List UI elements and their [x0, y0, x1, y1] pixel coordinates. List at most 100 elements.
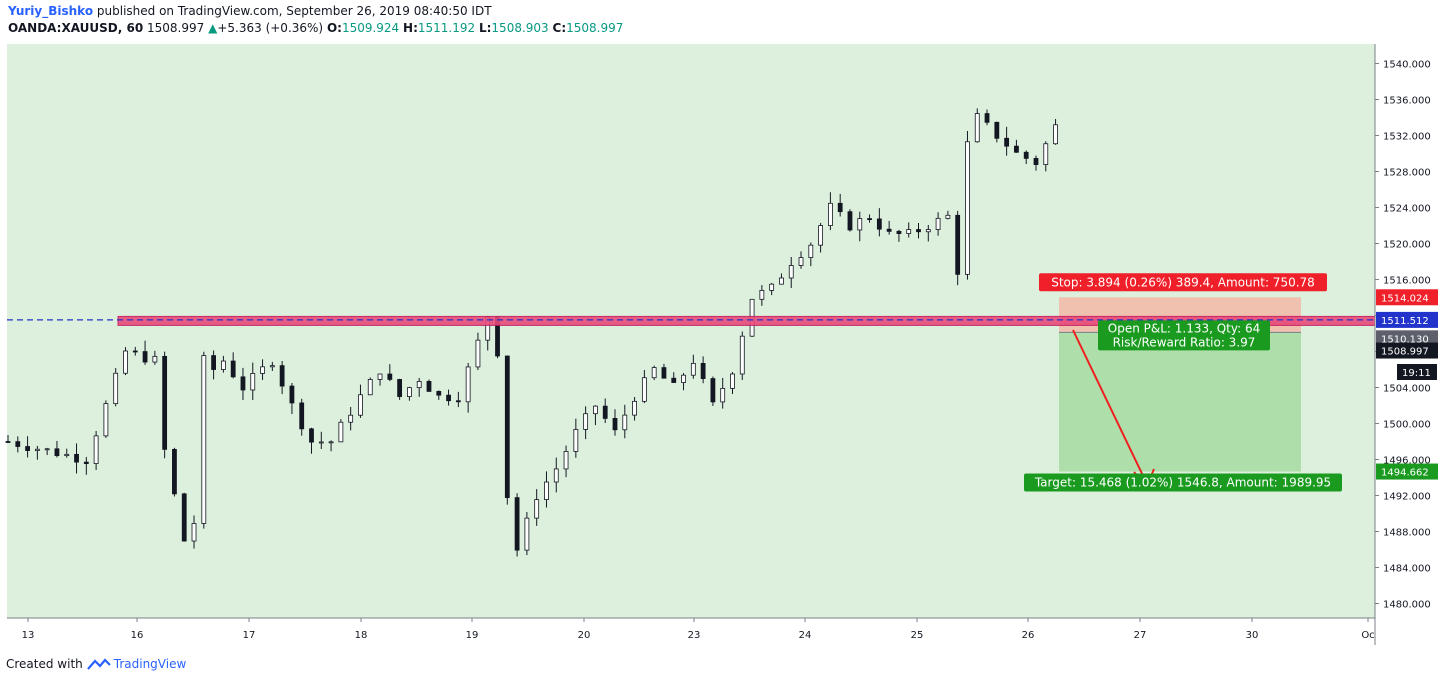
- candle-body: [896, 230, 902, 234]
- tradingview-link[interactable]: TradingView: [113, 657, 187, 671]
- candle-body: [348, 414, 354, 423]
- candle-body: [730, 373, 735, 389]
- x-tick-label: 27: [1134, 630, 1147, 641]
- candle-body: [867, 218, 872, 220]
- candle-body: [103, 403, 109, 437]
- current-price-label: 1508.997: [1381, 347, 1429, 358]
- candle-body: [818, 225, 824, 246]
- x-tick-label: 26: [1022, 630, 1035, 641]
- x-tick-label: 25: [911, 630, 924, 641]
- candle-body: [632, 400, 637, 416]
- candle-body: [534, 499, 540, 519]
- target-label-box: [1024, 473, 1342, 492]
- stop-label-text: Stop: 3.894 (0.26%) 389.4, Amount: 750.7…: [1051, 275, 1315, 289]
- trade-arrow: [1072, 329, 1148, 485]
- y-tick-label: 1540.000: [1383, 60, 1431, 71]
- candle-body: [769, 283, 775, 291]
- current-price-label-bg: [1376, 342, 1438, 359]
- symbol-name: OANDA:XAUUSD, 60: [8, 21, 144, 35]
- target-label-text: Target: 15.468 (1.02%) 1546.8, Amount: 1…: [1034, 476, 1331, 490]
- candle-body: [64, 453, 70, 457]
- candle-body: [925, 229, 931, 233]
- candle-body: [651, 367, 657, 379]
- x-tick-label: 19: [466, 630, 479, 641]
- candle-body: [455, 400, 461, 403]
- candle-body: [720, 387, 726, 403]
- candle-body: [475, 339, 481, 368]
- y-tick-label: 1488.000: [1383, 528, 1431, 539]
- candle-body: [299, 402, 305, 430]
- candle-body: [201, 355, 207, 524]
- candle-body: [965, 141, 970, 275]
- y-tick-label: 1532.000: [1383, 132, 1431, 143]
- candle-body: [583, 413, 589, 430]
- candle-body: [974, 113, 980, 143]
- candle-body: [1033, 158, 1039, 165]
- candle-body: [358, 394, 363, 416]
- candle-body: [25, 446, 30, 451]
- close-label: C:: [552, 21, 567, 35]
- target-price-label: 1494.662: [1381, 468, 1429, 479]
- candle-body: [260, 366, 265, 374]
- rr-text: Risk/Reward Ratio: 3.97: [1113, 335, 1256, 349]
- y-tick-label: 1520.000: [1383, 240, 1431, 251]
- candle-body: [269, 365, 275, 368]
- candle-body: [387, 373, 393, 380]
- candle-body: [74, 453, 79, 463]
- candle-body: [34, 448, 40, 451]
- candle-body: [779, 277, 784, 285]
- candle-body: [230, 360, 236, 378]
- candle-body: [602, 405, 608, 419]
- candles-group: [5, 108, 1058, 557]
- candle-body: [690, 362, 696, 376]
- candle-body: [514, 497, 520, 551]
- candle-body: [436, 391, 442, 396]
- publish-text: published on TradingView.com, September …: [96, 4, 492, 18]
- candle-body: [338, 421, 344, 443]
- candle-body: [123, 350, 128, 374]
- candle-body: [309, 428, 314, 443]
- low-label: L:: [478, 21, 492, 35]
- candle-body: [945, 214, 951, 219]
- candle-body: [162, 355, 168, 450]
- candle-body: [250, 373, 256, 391]
- target-price-label-bg: [1376, 463, 1438, 480]
- candle-body: [181, 493, 187, 542]
- candle-body: [876, 218, 882, 230]
- candle-body: [142, 351, 148, 363]
- candle-body: [240, 376, 246, 391]
- stop-label-box: [1039, 273, 1327, 292]
- level-price-label: 1511.512: [1381, 316, 1429, 327]
- candle-body: [573, 428, 579, 452]
- x-tick-label: Oc: [1361, 630, 1374, 641]
- y-tick-label: 1524.000: [1383, 204, 1431, 215]
- candle-body: [5, 441, 11, 443]
- candle-body: [700, 362, 706, 379]
- candle-body: [798, 257, 804, 266]
- candle-body: [984, 113, 990, 123]
- candle-body: [661, 367, 667, 379]
- candle-body: [553, 468, 559, 483]
- candle-body: [827, 202, 833, 226]
- candle-body: [739, 335, 745, 375]
- y-tick-label: 1516.000: [1383, 276, 1431, 287]
- candle-body: [671, 377, 677, 383]
- candle-body: [54, 448, 60, 457]
- y-tick-label: 1480.000: [1383, 600, 1431, 611]
- level-price-label-bg: [1376, 311, 1438, 328]
- candle-body: [397, 379, 403, 397]
- candle-body: [544, 481, 549, 501]
- tradingview-logo-icon: [86, 658, 111, 670]
- candle-body: [44, 448, 50, 451]
- candle-body: [132, 350, 138, 353]
- candle-body: [847, 211, 853, 231]
- author-link[interactable]: Yuriy_Bishko: [8, 4, 94, 18]
- candle-body: [416, 381, 422, 389]
- candle-body: [1004, 137, 1010, 147]
- candle-body: [857, 218, 863, 231]
- time-axis[interactable]: 13 16 17 18 19 20 23 24 25 26 27 30 Oc: [22, 618, 1375, 641]
- stop-price-label-bg: [1376, 289, 1438, 306]
- candle-body: [279, 365, 285, 387]
- pnl-box: [1098, 320, 1270, 351]
